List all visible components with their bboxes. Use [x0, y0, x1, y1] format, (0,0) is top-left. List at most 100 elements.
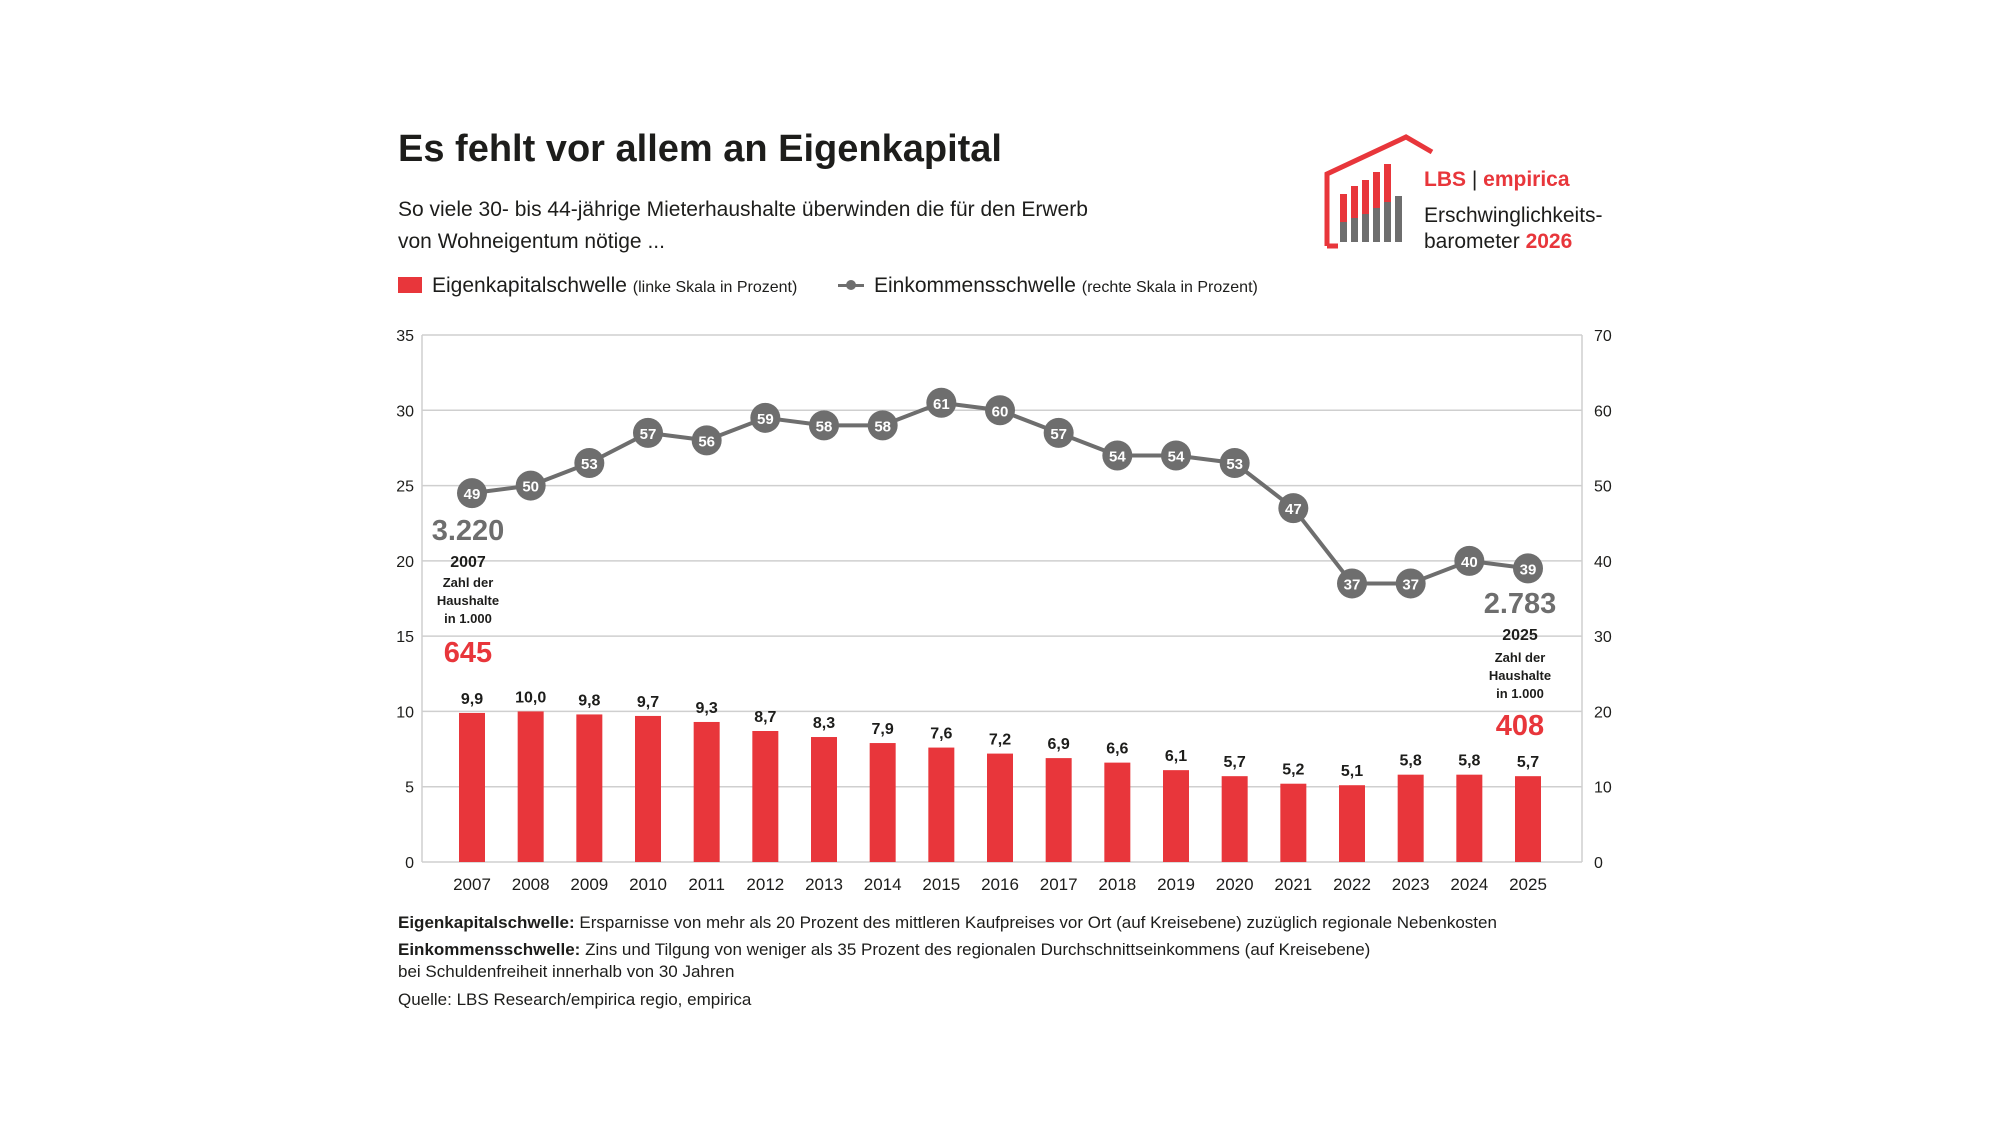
bar-value-labels: 9,9 10,0 9,8 9,7 9,3 8,7 8,3 7,9 7,6 7,2 6,9 6,6 6,1… — [461, 689, 1539, 780]
line-data-label: 54 — [1109, 448, 1126, 465]
line-point — [809, 410, 839, 441]
bar-data-label: 5,1 — [1341, 763, 1363, 780]
line-point — [574, 447, 605, 478]
legend-line-swatch — [838, 277, 864, 293]
line-point — [1513, 553, 1543, 584]
line-point — [985, 395, 1015, 426]
logo-brand-lbs: LBS — [1424, 168, 1466, 191]
x-tick-label: 2012 — [746, 875, 784, 894]
chart-annotations: 3.220 2007 Zahl der Haushalte in 1.000 6… — [432, 515, 1557, 742]
y-right-tick-label: 30 — [1594, 629, 1612, 646]
line-data-label: 58 — [816, 418, 833, 435]
footnote-einkommen-text: Zins und Tilgung von weniger als 35 Proz… — [585, 940, 1371, 959]
y-right-tick-label: 0 — [1594, 855, 1603, 872]
line-point — [1102, 440, 1133, 471]
bar — [1221, 776, 1248, 862]
line-data-label: 57 — [1050, 426, 1067, 443]
logo-separator: | — [1471, 168, 1478, 191]
x-tick-label: 2010 — [629, 875, 667, 894]
y-right-tick-label: 20 — [1594, 704, 1612, 721]
y-right-tick-label: 40 — [1594, 554, 1612, 571]
chart-title: Es fehlt vor allem an Eigenkapital — [398, 128, 1002, 170]
logo-year: 2026 — [1525, 230, 1573, 253]
line-data-label: 61 — [933, 396, 950, 413]
annotation-start-year: 2007 — [450, 554, 486, 571]
y-right-tick-label: 60 — [1594, 403, 1612, 420]
footnote-source: Quelle: LBS Research/empirica regio, emp… — [398, 990, 752, 1009]
logo-text-line-1: Erschwinglichkeits- — [1424, 204, 1603, 227]
line-point — [750, 402, 781, 433]
annotation-start-label-3: in 1.000 — [444, 611, 492, 626]
y-left-tick-label: 15 — [396, 629, 414, 646]
legend-bar-note: (linke Skala in Prozent) — [632, 279, 798, 296]
footnote-einkommen-term: Einkommensschwelle: — [398, 940, 581, 959]
bar — [1339, 785, 1365, 862]
annotation-end-households: 2.783 — [1484, 588, 1557, 620]
logo-brand: LBS | empirica — [1424, 168, 1570, 192]
x-tick-label: 2013 — [805, 875, 843, 894]
logo-text-line-2: barometer 2026 — [1424, 230, 1572, 254]
footnote-eigenkapital-text: Ersparnisse von mehr als 20 Prozent des … — [579, 913, 1497, 932]
bar-data-label: 7,6 — [930, 726, 952, 743]
line-point — [867, 410, 898, 441]
x-tick-label: 2014 — [864, 875, 902, 894]
x-tick-label: 2016 — [981, 875, 1019, 894]
legend-bar-swatch — [398, 277, 422, 293]
x-tick-label: 2017 — [1040, 875, 1078, 894]
bar-data-label: 6,6 — [1106, 741, 1128, 758]
bar — [1456, 774, 1483, 862]
bar-series — [459, 711, 1541, 862]
y-right-tick-label: 70 — [1594, 328, 1612, 345]
legend-item-einkommen: Einkommensschwelle (rechte Skala in Proz… — [838, 274, 1258, 298]
bar-data-label: 9,8 — [578, 692, 600, 709]
y-left-tick-label: 20 — [396, 554, 414, 571]
annotation-start-label-1: Zahl der — [443, 575, 494, 590]
bar-data-label: 8,7 — [754, 709, 776, 726]
line-data-label: 53 — [581, 456, 598, 473]
x-tick-label: 2021 — [1274, 875, 1312, 894]
x-tick-label: 2009 — [570, 875, 608, 894]
x-tick-label: 2024 — [1450, 875, 1488, 894]
bar — [1397, 774, 1424, 862]
line-point — [926, 387, 957, 418]
line-data-label: 50 — [522, 479, 539, 496]
bar — [1163, 770, 1189, 862]
line-point — [633, 417, 663, 448]
bar — [693, 721, 720, 862]
bar-data-label: 8,3 — [813, 715, 835, 732]
line-point — [1337, 568, 1367, 599]
line-data-label: 56 — [698, 433, 715, 450]
chart-subtitle-line-1: So viele 30- bis 44-jährige Mieterhausha… — [398, 198, 1088, 221]
bar — [928, 747, 955, 862]
line-point — [1278, 493, 1309, 524]
logo-text-barometer: barometer — [1424, 230, 1520, 253]
footnote-einkommen: Einkommensschwelle: Zins und Tilgung von… — [398, 940, 1370, 960]
line-data-label: 60 — [992, 403, 1009, 420]
y-left-tick-label: 25 — [396, 479, 414, 496]
line-data-label: 47 — [1285, 501, 1302, 518]
bar — [1515, 776, 1541, 862]
x-tick-label: 2022 — [1333, 875, 1371, 894]
bar-data-label: 9,9 — [461, 691, 483, 708]
line-data-label: 39 — [1520, 561, 1537, 578]
x-tick-label: 2018 — [1098, 875, 1136, 894]
bar — [752, 731, 779, 862]
footnote-eigenkapital: Eigenkapitalschwelle: Ersparnisse von me… — [398, 913, 1497, 933]
y-left-tick-label: 10 — [396, 704, 414, 721]
line-point — [457, 478, 487, 509]
legend-bar-label: Eigenkapitalschwelle — [432, 274, 627, 297]
line-point — [515, 470, 546, 501]
bar-data-label: 5,7 — [1517, 754, 1539, 771]
x-tick-label: 2025 — [1509, 875, 1547, 894]
x-tick-label: 2008 — [512, 875, 550, 894]
y-left-tick-label: 0 — [405, 855, 414, 872]
bar — [635, 715, 661, 862]
annotation-end-year: 2025 — [1502, 627, 1538, 644]
footnote-einkommen-text-2: bei Schuldenfreiheit innerhalb von 30 Ja… — [398, 962, 735, 981]
bar — [459, 712, 485, 862]
bar — [811, 737, 837, 862]
annotation-end-value: 408 — [1496, 710, 1544, 742]
bar — [576, 714, 603, 862]
